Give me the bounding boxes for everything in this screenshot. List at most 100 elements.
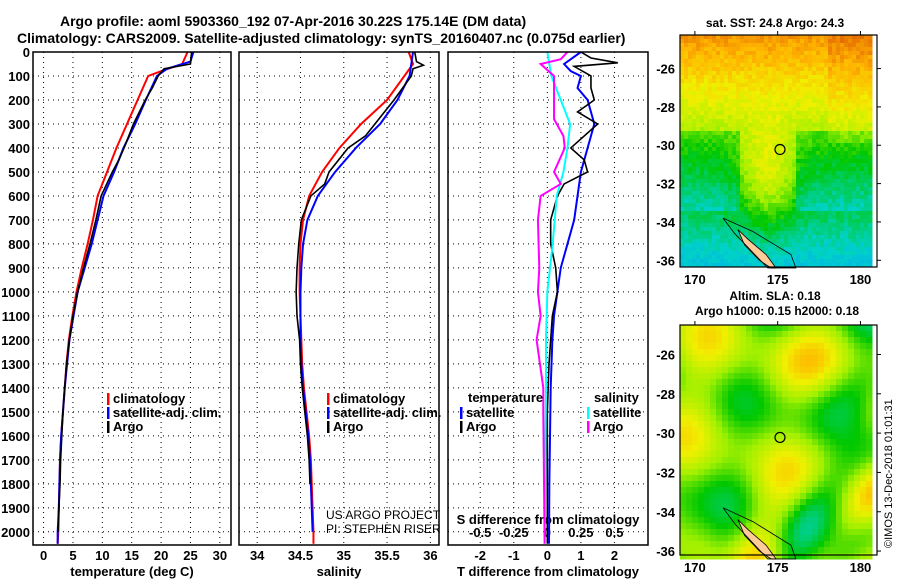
map-cell: [760, 115, 765, 120]
map-cell: [688, 235, 693, 240]
map-cell: [712, 47, 717, 52]
map-cell: [856, 143, 861, 148]
map-cell: [812, 191, 817, 196]
map-cell: [808, 67, 813, 72]
map-cell: [708, 107, 713, 112]
map-cell: [732, 211, 737, 216]
map-cell: [860, 207, 865, 212]
map-cell: [736, 43, 741, 48]
map-cell: [828, 239, 833, 244]
sla-map-title-1: Altim. SLA: 0.18: [729, 289, 821, 303]
map-cell: [806, 517, 813, 524]
map-cell: [792, 143, 797, 148]
map-cell: [840, 239, 845, 244]
map-cell: [720, 127, 725, 132]
map-cell: [792, 115, 797, 120]
map-cell: [820, 43, 825, 48]
map-cell: [734, 403, 741, 410]
map-cell: [680, 259, 685, 264]
map-cell: [788, 175, 793, 180]
map-cell: [840, 131, 845, 136]
y-tick-label: 1100: [2, 309, 30, 324]
map-cell: [816, 175, 821, 180]
map-cell: [764, 463, 771, 470]
map-cell: [684, 179, 689, 184]
map-cell: [704, 541, 711, 548]
map-cell: [818, 337, 825, 344]
map-cell: [752, 35, 757, 40]
map-cell: [744, 219, 749, 224]
map-cell: [796, 131, 801, 136]
map-cell: [728, 199, 733, 204]
map-cell: [744, 187, 749, 192]
map-cell: [848, 119, 853, 124]
map-cell: [864, 227, 869, 232]
map-cell: [776, 337, 783, 344]
map-cell: [684, 43, 689, 48]
map-cell: [724, 35, 729, 40]
map-cell: [852, 259, 857, 264]
map-cell: [860, 397, 867, 404]
map-cell: [698, 499, 705, 506]
map-cell: [788, 553, 795, 560]
map-cell: [808, 219, 813, 224]
map-cell: [756, 183, 761, 188]
legend-swatch: [587, 407, 590, 419]
map-cell: [782, 343, 789, 350]
map-cell: [848, 147, 853, 152]
map-cell: [806, 463, 813, 470]
map-cell: [732, 147, 737, 152]
map-cell: [700, 259, 705, 264]
map-cell: [780, 219, 785, 224]
map-cell: [716, 115, 721, 120]
map-cell: [818, 535, 825, 542]
map-cell: [740, 481, 747, 488]
map-cell: [734, 331, 741, 338]
map-cell: [828, 187, 833, 192]
map-cell: [860, 463, 867, 470]
map-cell: [748, 175, 753, 180]
y-tick-label: 1200: [1, 333, 30, 348]
map-cell: [688, 171, 693, 176]
map-cell: [776, 259, 781, 264]
map-cell: [782, 547, 789, 554]
map-cell: [868, 131, 873, 136]
map-cell: [696, 131, 701, 136]
map-cell: [708, 135, 713, 140]
map-cell: [684, 191, 689, 196]
map-cell: [704, 247, 709, 252]
map-cell: [800, 427, 807, 434]
map-cell: [784, 79, 789, 84]
map-cell: [788, 127, 793, 132]
map-cell: [800, 79, 805, 84]
map-cell: [804, 127, 809, 132]
map-cell: [724, 167, 729, 172]
map-cell: [800, 123, 805, 128]
map-cell: [724, 71, 729, 76]
map-cell: [684, 235, 689, 240]
map-cell: [816, 239, 821, 244]
map-cell: [788, 71, 793, 76]
y-tick-label: 200: [8, 93, 30, 108]
map-cell: [698, 379, 705, 386]
map-cell: [866, 523, 873, 530]
map-cell: [692, 79, 697, 84]
map-cell: [692, 215, 697, 220]
map-cell: [866, 493, 873, 500]
map-cell: [788, 171, 793, 176]
map-cell: [784, 151, 789, 156]
map-cell: [772, 223, 777, 228]
map-cell: [740, 211, 745, 216]
map-cell: [704, 203, 709, 208]
map-cell: [818, 361, 825, 368]
map-cell: [780, 191, 785, 196]
map-cell: [740, 147, 745, 152]
map-cell: [828, 135, 833, 140]
map-cell: [836, 111, 841, 116]
map-cell: [696, 35, 701, 40]
map-cell: [818, 427, 825, 434]
map-cell: [852, 143, 857, 148]
map-cell: [758, 391, 765, 398]
map-cell: [708, 39, 713, 44]
map-cell: [804, 83, 809, 88]
